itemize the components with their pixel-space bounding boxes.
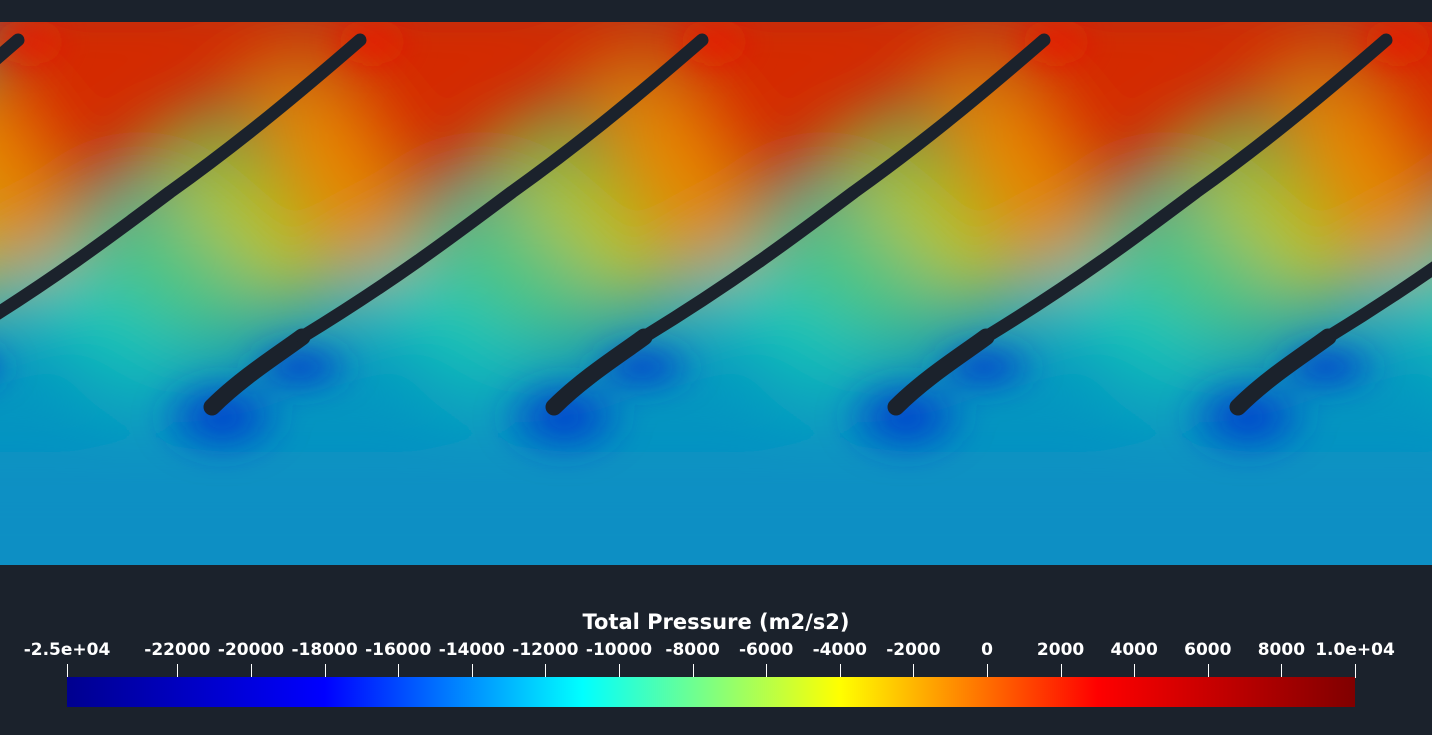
colorbar-tick-label: -10000 — [585, 640, 653, 660]
pressure-field-view[interactable] — [0, 22, 1432, 565]
colorbar-tick-label: 8000 — [1257, 640, 1306, 660]
colorbar-tick-mark — [840, 664, 841, 678]
colorbar-tick-mark — [1134, 664, 1135, 678]
colorbar-tick-label: -22000 — [144, 640, 211, 660]
colorbar-tick-label: -4000 — [812, 640, 867, 660]
colorbar-tick-label: -18000 — [291, 640, 358, 660]
colorbar-tick-label: 4000 — [1110, 640, 1158, 660]
colorbar-tick-mark — [693, 664, 694, 678]
colorbar-gradient — [67, 677, 1355, 707]
colorbar-tick-label: -6000 — [739, 640, 794, 660]
colorbar-tick-mark — [472, 664, 473, 678]
colorbar-tick-mark — [1208, 664, 1209, 678]
colorbar-tick-label: -14000 — [438, 640, 505, 660]
blade — [979, 33, 1393, 416]
colorbar-tick-mark — [913, 664, 914, 678]
colorbar-tick-label: 2000 — [1036, 640, 1085, 660]
blade-group — [0, 33, 1432, 416]
colorbar-tick-label: -12000 — [512, 640, 579, 660]
colorbar-tick-mark — [398, 664, 399, 678]
blade — [637, 33, 1051, 416]
colorbar-tick-label: -16000 — [365, 640, 432, 660]
colorbar-tick-mark — [766, 664, 767, 678]
colorbar-tick-marks — [0, 664, 1432, 678]
colorbar-tick-label: 0 — [981, 640, 993, 660]
colorbar-tick-mark — [177, 664, 178, 678]
colorbar-tick-mark — [619, 664, 620, 678]
colorbar-tick-mark — [1061, 664, 1062, 678]
colorbar-tick-mark — [325, 664, 326, 678]
colorbar-tick-label: -2.5e+04 — [23, 640, 111, 660]
colorbar-tick-mark — [545, 664, 546, 678]
colorbar-tick-label: 1.0e+04 — [1315, 640, 1395, 660]
colorbar-tick-labels: -2.5e+04 -22000 -20000 -18000 -16000 -14000 -1… — [0, 640, 1432, 664]
colorbar-tick-label: -8000 — [665, 640, 720, 660]
colorbar-title: Total Pressure (m2/s2) — [582, 610, 850, 634]
colorbar-tick-label: -2000 — [886, 640, 941, 660]
colorbar-tick-mark — [1355, 664, 1356, 678]
blade — [295, 33, 709, 416]
blade — [0, 33, 367, 416]
colorbar-tick-mark — [1281, 664, 1282, 678]
colorbar-tick-mark — [987, 664, 988, 678]
blade — [1321, 261, 1432, 344]
colorbar-tick-mark — [251, 664, 252, 678]
colorbar-tick-label: -20000 — [217, 640, 285, 660]
colorbar-tick-mark — [67, 664, 68, 678]
pressure-field-plot — [0, 22, 1432, 565]
colorbar-tick-label: 6000 — [1184, 640, 1232, 660]
